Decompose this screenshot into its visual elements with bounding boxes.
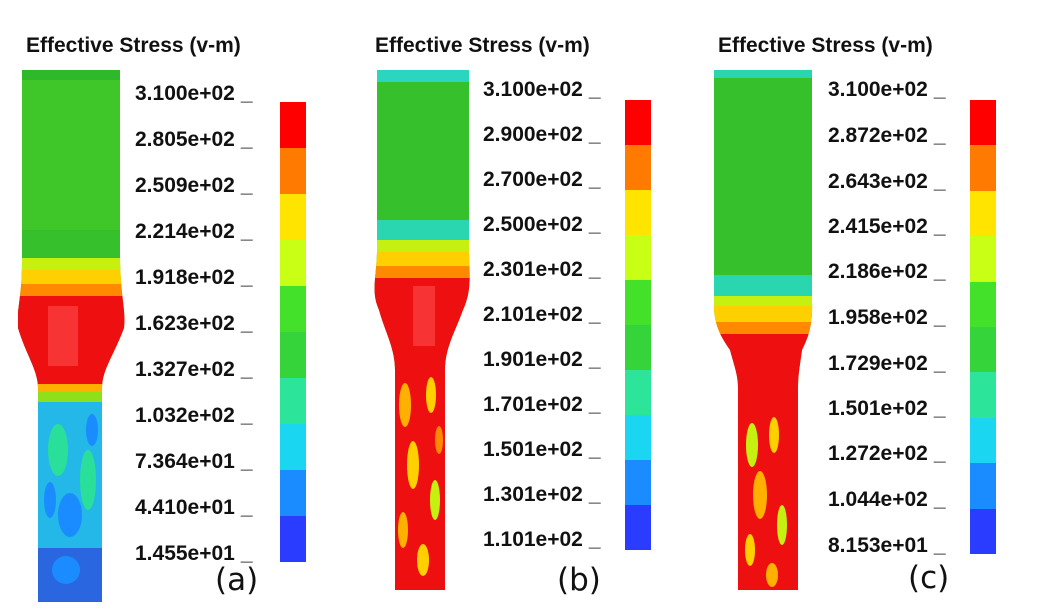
tick-label: 2.214e+02 _ (135, 220, 253, 243)
scale-swatch (970, 236, 996, 282)
scale-swatch (970, 145, 996, 191)
panel-a: Effective Stress (v-m) (0, 0, 345, 615)
scale-swatch (625, 145, 651, 190)
scale-swatch (280, 240, 306, 286)
tick-label: 1.623e+02 _ (135, 312, 253, 335)
panel-b-stress-contour (374, 70, 470, 590)
scale-swatch (625, 460, 651, 505)
tick-label: 2.500e+02 _ (483, 213, 601, 236)
panel-b: Effective Stress (v-m) (345, 0, 690, 615)
tick-label: 2.700e+02 _ (483, 168, 601, 191)
panel-a-label: (a) (215, 562, 259, 598)
tick-label: 2.872e+02 _ (828, 124, 946, 147)
tick-label: 1.958e+02 _ (828, 306, 946, 329)
scale-swatch (970, 281, 996, 328)
tick-label: 2.186e+02 _ (828, 260, 946, 283)
tick-label: 1.918e+02 _ (135, 266, 253, 289)
tick-label: 1.729e+02 _ (828, 352, 946, 375)
tick-label: 1.501e+02 _ (483, 438, 601, 461)
scale-swatch (970, 100, 996, 146)
scale-swatch (625, 505, 651, 550)
panel-c: Effective Stress (v-m) (690, 0, 1038, 615)
scale-swatch (280, 286, 306, 332)
scale-swatch (625, 325, 651, 370)
tick-label: 1.501e+02 _ (828, 397, 946, 420)
panel-c-label: (c) (908, 560, 950, 596)
scale-swatch (280, 470, 306, 516)
scale-swatch (625, 190, 651, 235)
tick-label: 2.900e+02 _ (483, 123, 601, 146)
tick-label: 7.364e+01 _ (135, 450, 253, 473)
scale-swatch (280, 516, 306, 562)
tick-label: 3.100e+02 _ (483, 78, 601, 101)
panel-b-color-scale (625, 100, 651, 550)
panel-c-title: Effective Stress (v-m) (718, 34, 933, 57)
tick-label: 1.701e+02 _ (483, 393, 601, 416)
tick-label: 2.509e+02 _ (135, 174, 253, 197)
tick-label: 1.301e+02 _ (483, 483, 601, 506)
scale-swatch (280, 148, 306, 194)
scale-swatch (970, 190, 996, 237)
tick-label: 2.101e+02 _ (483, 303, 601, 326)
scale-swatch (970, 463, 996, 509)
scale-swatch (625, 235, 651, 280)
scale-swatch (625, 415, 651, 460)
scale-swatch (280, 332, 306, 378)
scale-swatch (625, 370, 651, 415)
scale-swatch (625, 280, 651, 325)
panel-c-color-scale (970, 100, 996, 555)
scale-swatch (280, 378, 306, 424)
tick-label: 8.153e+01 _ (828, 534, 946, 557)
tick-label: 1.455e+01 _ (135, 542, 253, 565)
panel-a-stress-contour (18, 70, 125, 602)
panel-a-title: Effective Stress (v-m) (26, 34, 241, 57)
scale-swatch (625, 100, 651, 145)
tick-label: 1.044e+02 _ (828, 488, 946, 511)
scale-swatch (280, 102, 306, 148)
panel-b-title: Effective Stress (v-m) (375, 34, 590, 57)
tick-label: 1.272e+02 _ (828, 442, 946, 465)
scale-swatch (970, 417, 996, 464)
scale-swatch (970, 372, 996, 418)
scale-swatch (280, 424, 306, 470)
tick-label: 4.410e+01 _ (135, 496, 253, 519)
scale-swatch (970, 508, 996, 555)
tick-label: 1.032e+02 _ (135, 404, 253, 427)
panel-b-label: (b) (557, 562, 601, 598)
tick-label: 3.100e+02 _ (828, 78, 946, 101)
tick-label: 2.643e+02 _ (828, 170, 946, 193)
tick-label: 1.327e+02 _ (135, 358, 253, 381)
scale-swatch (280, 194, 306, 240)
tick-label: 2.805e+02 _ (135, 128, 253, 151)
panel-a-color-scale (280, 102, 306, 562)
tick-label: 3.100e+02 _ (135, 82, 253, 105)
tick-label: 2.301e+02 _ (483, 258, 601, 281)
panel-c-stress-contour (713, 70, 813, 590)
tick-label: 1.901e+02 _ (483, 348, 601, 371)
tick-label: 1.101e+02 _ (483, 528, 601, 551)
tick-label: 2.415e+02 _ (828, 215, 946, 238)
scale-swatch (970, 327, 996, 373)
